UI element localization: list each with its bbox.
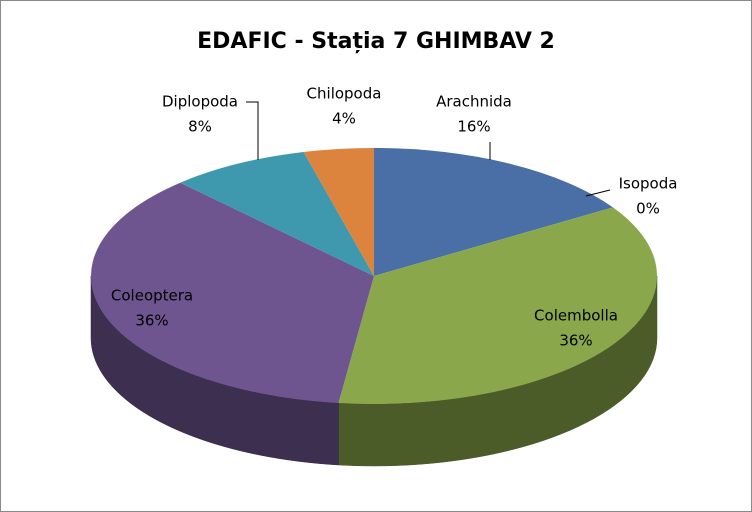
leader-line xyxy=(585,189,611,197)
slice xyxy=(90,182,375,403)
slice xyxy=(303,148,374,276)
value-label: 36% xyxy=(559,332,592,350)
category-label: Colembolla xyxy=(534,307,618,325)
category-label: Chilopoda xyxy=(307,85,382,103)
category-label: Arachnida xyxy=(436,93,512,111)
labels: Arachnida 16% Isopoda 0% Colembolla 36% Coleop… xyxy=(111,85,678,350)
slice xyxy=(180,152,374,276)
category-label: Diplopoda xyxy=(162,93,238,111)
value-label: 36% xyxy=(135,312,168,330)
slice xyxy=(374,148,613,276)
value-label: 8% xyxy=(188,118,212,136)
value-label: 0% xyxy=(636,200,660,218)
value-label: 16% xyxy=(457,118,490,136)
category-label: Coleoptera xyxy=(111,287,193,305)
pie-tops xyxy=(90,148,658,405)
value-label: 4% xyxy=(332,110,356,128)
slice xyxy=(338,207,658,405)
chart-title: EDAFIC - Stația 7 GHIMBAV 2 xyxy=(197,29,555,54)
leader-line xyxy=(246,101,259,160)
category-label: Isopoda xyxy=(619,175,678,193)
